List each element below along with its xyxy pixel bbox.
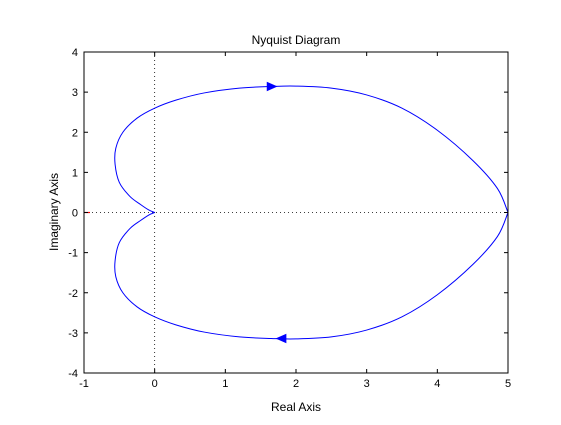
- x-axis-label: Real Axis: [271, 400, 321, 414]
- curve-negative-frequency: [114, 212, 509, 340]
- x-tick-label: 3: [364, 378, 370, 390]
- y-tick-label: -1: [68, 248, 78, 260]
- x-tick-label: -1: [79, 378, 89, 390]
- direction-arrow-1: [266, 81, 278, 92]
- x-tick-label: 0: [152, 378, 158, 390]
- ticks: -1 0 1 2 3 4 5 -4 -3 -2 -1 0 1 2 3 4: [68, 47, 511, 390]
- y-tick-label: 0: [72, 208, 78, 220]
- x-tick-label: 2: [293, 378, 299, 390]
- y-tick-label: -3: [68, 328, 78, 340]
- x-tick-label: 4: [434, 378, 440, 390]
- chart-title: Nyquist Diagram: [252, 33, 341, 47]
- y-axis-label: Imaginary Axis: [47, 173, 61, 251]
- x-tick-label: 5: [505, 378, 511, 390]
- y-tick-label: -2: [68, 288, 78, 300]
- curves: [114, 85, 509, 340]
- y-tick-label: -4: [68, 368, 78, 380]
- y-tick-label: 2: [72, 127, 78, 139]
- y-tick-label: 4: [72, 47, 78, 59]
- curve-positive-frequency: [114, 85, 509, 213]
- x-tick-label: 1: [222, 378, 228, 390]
- y-tick-label: 3: [72, 87, 78, 99]
- y-tick-label: 1: [72, 167, 78, 179]
- direction-arrow-2: [275, 333, 287, 344]
